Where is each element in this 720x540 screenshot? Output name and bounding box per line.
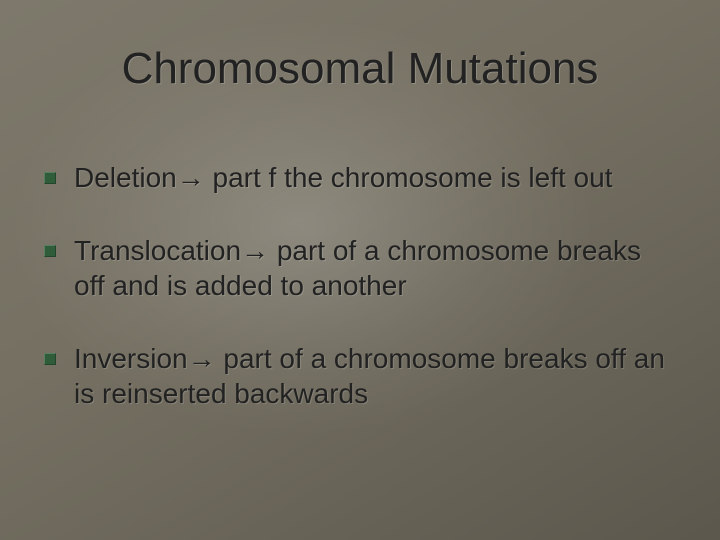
bullet-text: Translocation→ part of a chromosome brea… — [74, 233, 676, 303]
bullet-text: Deletion→ part f the chromosome is left … — [74, 160, 612, 195]
slide-body: Deletion→ part f the chromosome is left … — [44, 160, 676, 449]
bullet-item: Translocation→ part of a chromosome brea… — [44, 233, 676, 303]
square-bullet-icon — [44, 245, 56, 257]
bullet-text: Inversion→ part of a chromosome breaks o… — [74, 341, 676, 411]
slide-title: Chromosomal Mutations — [0, 44, 720, 94]
square-bullet-icon — [44, 353, 56, 365]
square-bullet-icon — [44, 172, 56, 184]
bullet-item: Deletion→ part f the chromosome is left … — [44, 160, 676, 195]
slide: Chromosomal Mutations Deletion→ part f t… — [0, 0, 720, 540]
bullet-item: Inversion→ part of a chromosome breaks o… — [44, 341, 676, 411]
